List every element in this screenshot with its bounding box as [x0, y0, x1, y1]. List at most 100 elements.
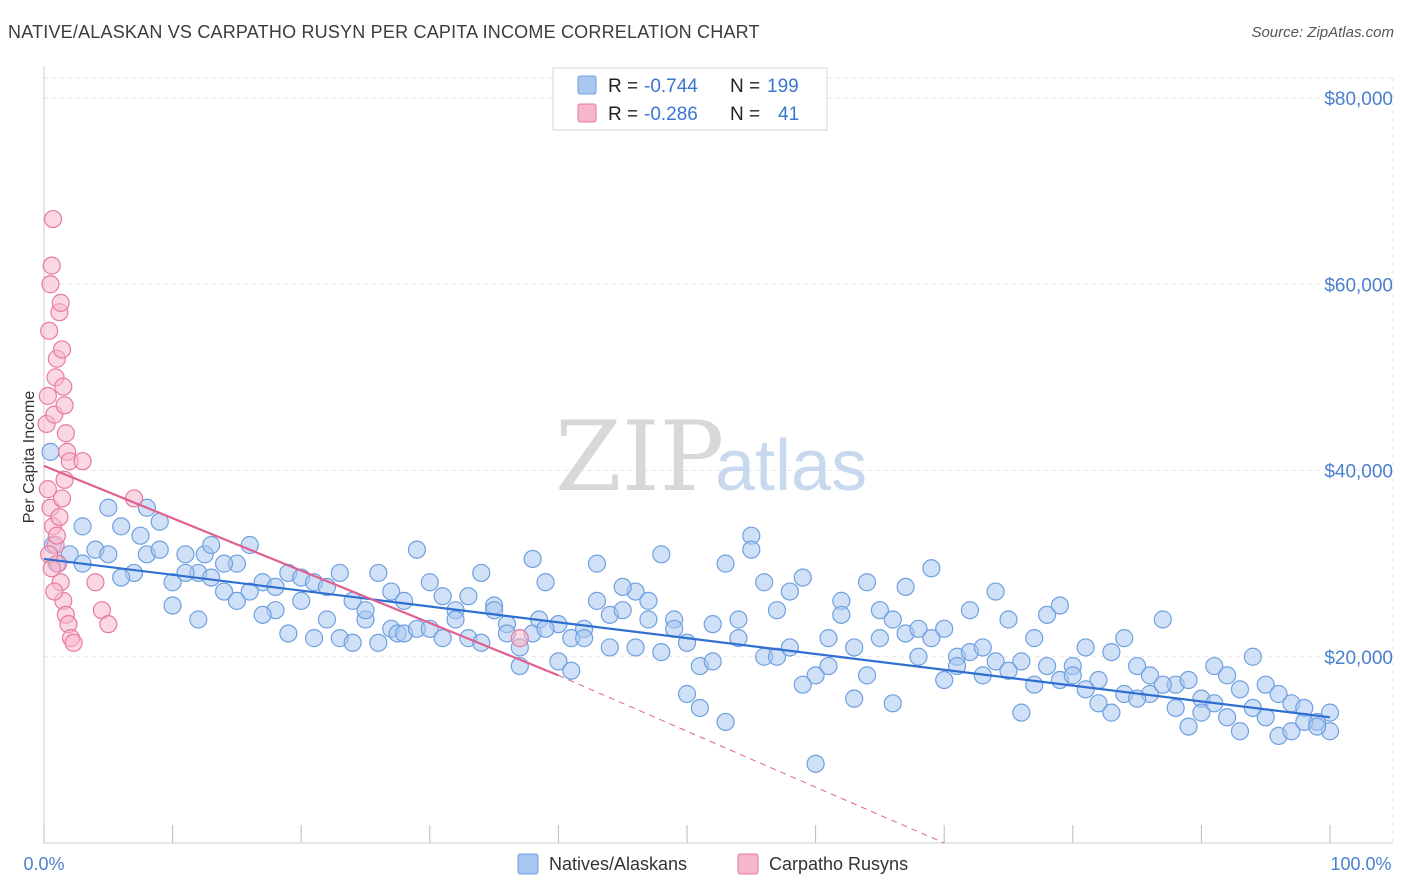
point-0-16	[202, 568, 221, 587]
point-0-9	[131, 526, 150, 545]
point-0-35	[433, 629, 452, 648]
point-1-35	[73, 452, 92, 471]
point-0-77	[960, 601, 980, 620]
point-0-62	[767, 601, 787, 620]
source-label: Source: ZipAtlas.com	[1251, 24, 1394, 41]
legend-r-label-0: R =	[608, 76, 638, 97]
point-1-17	[38, 480, 57, 499]
trend-line-1	[43, 464, 559, 677]
point-0-108	[112, 568, 131, 587]
point-0-194	[1230, 722, 1250, 741]
point-0-81	[1012, 652, 1031, 671]
point-1-40	[510, 629, 529, 648]
point-0-176	[999, 661, 1018, 680]
point-0-83	[1037, 605, 1057, 624]
bottom-legend-swatch-rusyns	[737, 853, 759, 875]
point-0-141	[549, 652, 568, 671]
point-0-106	[73, 517, 92, 536]
y-tick-label-1: $40,000	[1324, 462, 1393, 483]
point-0-133	[446, 610, 465, 629]
point-1-11	[52, 340, 72, 359]
point-0-79	[986, 582, 1005, 601]
point-0-74	[922, 559, 941, 578]
legend-r-value-1: -0.286	[644, 104, 698, 125]
point-0-144	[587, 591, 607, 610]
x-tick-labels: 0.0% 100.0%	[23, 854, 1391, 874]
point-0-89	[1115, 629, 1134, 648]
point-0-17	[214, 582, 234, 601]
point-0-193	[1218, 708, 1237, 727]
point-0-152	[690, 698, 709, 718]
point-0-147	[626, 638, 645, 657]
point-0-107	[99, 498, 118, 517]
point-0-98	[1230, 680, 1250, 699]
point-0-184	[1102, 703, 1121, 722]
watermark-atlas: atlas	[715, 426, 867, 506]
point-0-75	[935, 619, 954, 638]
point-0-177	[1012, 703, 1031, 722]
point-0-19	[240, 535, 259, 555]
point-0-125	[343, 633, 362, 652]
point-0-50	[613, 601, 632, 620]
legend-n-label-1: N =	[730, 104, 760, 125]
axes	[43, 66, 1393, 844]
point-0-44	[536, 573, 555, 592]
point-0-112	[176, 563, 195, 583]
point-0-90	[1127, 656, 1147, 676]
point-0-82	[1025, 675, 1044, 694]
point-0-200	[1308, 717, 1327, 736]
point-1-14	[56, 424, 75, 443]
point-1-10	[51, 293, 70, 312]
point-0-153	[703, 652, 722, 671]
point-1-12	[54, 377, 73, 396]
legend-r-label-1: R =	[608, 104, 638, 125]
point-0-155	[729, 629, 748, 648]
point-0-189	[1166, 698, 1185, 718]
point-1-1	[38, 386, 57, 406]
point-0-143	[575, 629, 594, 648]
point-0-139	[523, 549, 542, 569]
point-0-187	[1140, 666, 1160, 685]
bottom-legend-swatch-natives	[517, 853, 539, 875]
point-0-114	[202, 535, 221, 555]
point-0-58	[716, 554, 735, 573]
point-0-38	[472, 563, 491, 583]
point-0-140	[536, 619, 555, 638]
point-0-168	[896, 577, 915, 597]
y-tick-label-2: $60,000	[1324, 275, 1393, 296]
series-carpatho-rusyns	[37, 209, 529, 652]
point-0-162	[819, 656, 838, 676]
point-0-73	[909, 647, 928, 666]
point-0-142	[562, 661, 581, 680]
point-0-65	[806, 666, 825, 685]
point-0-166	[870, 629, 890, 648]
point-1-13	[55, 396, 74, 415]
point-0-69	[857, 573, 877, 592]
point-0-178	[1025, 629, 1044, 648]
stats-legend-box	[552, 67, 828, 131]
watermark-zip: ZIP	[555, 401, 724, 513]
x-tick-label-1: 100.0%	[1330, 854, 1391, 874]
point-0-0	[41, 442, 60, 461]
y-tick-label-3: $80,000	[1324, 89, 1393, 110]
point-0-29	[369, 563, 388, 583]
point-1-2	[40, 321, 59, 340]
point-0-146	[613, 577, 632, 597]
point-0-115	[214, 554, 234, 573]
point-0-161	[806, 754, 825, 773]
point-0-68	[845, 638, 864, 657]
point-0-13	[176, 545, 195, 564]
point-0-113	[189, 610, 208, 629]
point-0-111	[163, 596, 182, 615]
point-0-149	[652, 642, 671, 662]
bottom-legend-label-rusyns: Carpatho Rusyns	[769, 854, 908, 874]
point-1-30	[45, 582, 64, 601]
point-1-31	[47, 526, 66, 545]
legend-r-value-0: -0.744	[644, 76, 698, 97]
point-0-163	[832, 605, 851, 624]
point-0-181	[1063, 666, 1082, 685]
legend-swatch-rusyns	[577, 103, 597, 123]
legend-n-label-0: N =	[730, 76, 760, 97]
point-0-174	[973, 638, 992, 657]
